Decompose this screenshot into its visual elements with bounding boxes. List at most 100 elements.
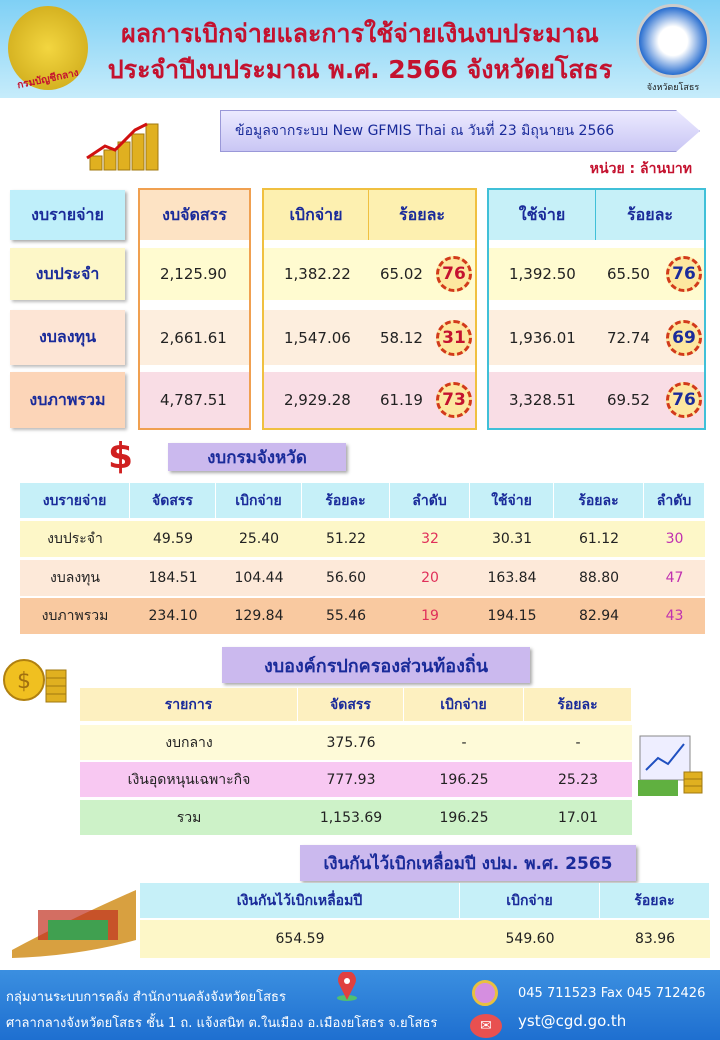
local-cell: 25.23 (557, 771, 599, 788)
provincial-cell: 88.80 (578, 570, 620, 586)
local-cell: รวม (176, 809, 202, 826)
svg-text:$: $ (17, 669, 31, 694)
provincial-header-cell: ลำดับ (644, 483, 705, 518)
rocket-float-icon (8, 880, 140, 960)
provincial-cell: งบประจำ (47, 531, 103, 547)
provincial-header-cell: ใช้จ่าย (470, 483, 554, 518)
unit-label: หน่วย : ล้านบาท (589, 161, 692, 177)
provincial-cell: 129.84 (234, 608, 284, 624)
email-icon: ✉ (470, 1014, 502, 1038)
provincial-cell: 51.22 (325, 531, 367, 547)
provincial-cell: 30 (665, 531, 684, 547)
local-header-cell: รายการ (80, 688, 298, 721)
local-cell: 17.01 (557, 809, 599, 826)
spend-value: 1,936.01 (489, 310, 595, 365)
provincial-cell: 43 (665, 608, 684, 624)
alloc-group (138, 188, 251, 430)
dollar-icon: $ (108, 436, 134, 477)
disb-value: 1,547.06 (264, 310, 368, 365)
provincial-cell: 61.12 (578, 531, 620, 547)
provincial-header-cell: จัดสรร (130, 483, 216, 518)
province-seal (636, 4, 710, 78)
spend-group (487, 188, 706, 430)
footer-address: ศาลากลางจังหวัดยโสธร ชั้น 1 ถ. แจ้งสนิท … (6, 1016, 438, 1031)
local-cell: - (461, 734, 467, 751)
footer-phone: 045 711523 Fax 045 712426 (518, 986, 706, 1001)
local-cell: 777.93 (326, 771, 376, 788)
provincial-header-cell: ลำดับ (390, 483, 470, 518)
disb-value: 2,929.28 (264, 372, 368, 428)
local-header-cell: จัดสรร (298, 688, 404, 721)
coins-icon: $ (2, 648, 68, 706)
growth-coins-icon (85, 118, 165, 172)
provincial-cell: 184.51 (148, 570, 198, 586)
row-label: งบลงทุน (10, 310, 125, 365)
local-cell: 375.76 (326, 734, 376, 751)
footer-email[interactable]: yst@cgd.go.th (518, 1012, 627, 1030)
provincial-header-cell: งบรายจ่าย (20, 483, 130, 518)
provincial-cell: 32 (421, 531, 439, 547)
phone-icon (472, 980, 498, 1006)
title-line-2: ประจำปีงบประมาณ พ.ศ. 2566 จังหวัดยโสธร (107, 55, 613, 84)
local-header-cell: เบิกจ่าย (404, 688, 524, 721)
spend-rank-badge: 76 (666, 382, 702, 418)
spend-rank-badge: 76 (666, 256, 702, 292)
spend-rank-badge: 69 (666, 319, 702, 356)
local-cell: เงินอุดหนุนเฉพาะกิจ (127, 771, 251, 788)
alloc-value: 2,125.90 (140, 248, 249, 300)
provincial-cell: งบลงทุน (50, 570, 100, 586)
local-header-row: รายการ จัดสรร เบิกจ่าย ร้อยละ (80, 688, 632, 721)
carryover-cell: 549.60 (505, 931, 555, 947)
carryover-title: เงินกันไว้เบิกเหลื่อมปี งปม. พ.ศ. 2565 (300, 845, 636, 881)
carryover-cell: 83.96 (634, 931, 676, 947)
header-disb-pct: ร้อยละ (368, 190, 475, 240)
provincial-cell: 82.94 (578, 608, 620, 624)
provincial-cell: 49.59 (152, 531, 194, 547)
data-source-banner: ข้อมูลจากระบบ New GFMIS Thai ณ วันที่ 23… (220, 110, 700, 152)
provincial-header-cell: เบิกจ่าย (216, 483, 302, 518)
disb-rank-badge: 76 (436, 256, 472, 292)
provincial-cell: 104.44 (234, 570, 284, 586)
carryover-header-cell: ร้อยละ (600, 883, 710, 918)
location-pin-icon (336, 970, 358, 1002)
carryover-header-row: เงินกันไว้เบิกเหลื่อมปี เบิกจ่าย ร้อยละ (140, 883, 710, 918)
provincial-cell: 25.40 (238, 531, 280, 547)
row-label: งบภาพรวม (10, 372, 125, 428)
chart-money-icon (636, 732, 706, 800)
provincial-cell: 55.46 (325, 608, 367, 624)
disb-rank-badge: 73 (436, 382, 472, 418)
provincial-cell: งบภาพรวม (41, 608, 109, 624)
header-budget-type: งบรายจ่าย (10, 190, 125, 240)
footer-office: กลุ่มงานระบบการคลัง สำนักงานคลังจังหวัดย… (6, 990, 286, 1005)
disb-value: 1,382.22 (264, 248, 368, 300)
carryover-cell: 654.59 (275, 931, 325, 947)
provincial-cell: 194.15 (487, 608, 537, 624)
alloc-value: 2,661.61 (140, 310, 249, 365)
provincial-cell: 56.60 (325, 570, 367, 586)
provincial-row: งบประจำ 49.59 25.40 51.22 32 30.31 61.12 30 (20, 521, 705, 557)
header-spend-pct: ร้อยละ (595, 190, 704, 240)
provincial-title: งบกรมจังหวัด (168, 443, 346, 471)
provincial-cell: 19 (421, 608, 439, 624)
local-cell: - (575, 734, 581, 751)
carryover-header-cell: เบิกจ่าย (460, 883, 600, 918)
provincial-cell: 163.84 (487, 570, 537, 586)
provincial-cell: 47 (665, 570, 684, 586)
local-cell: 1,153.69 (319, 809, 383, 826)
disb-group (262, 188, 477, 430)
provincial-row: งบลงทุน 184.51 104.44 56.60 20 163.84 88.80 47 (20, 560, 705, 596)
local-row: เงินอุดหนุนเฉพาะกิจ 777.93 196.25 25.23 (80, 762, 632, 797)
provincial-cell: 20 (421, 570, 439, 586)
local-cell: งบกลาง (165, 734, 213, 751)
provincial-cell: 30.31 (491, 531, 533, 547)
header-spend: ใช้จ่าย (489, 190, 595, 240)
local-row: รวม 1,153.69 196.25 17.01 (80, 800, 632, 835)
province-seal-caption: จังหวัดยโสธร (646, 83, 700, 93)
local-cell: 196.25 (439, 771, 489, 788)
disb-rank-badge: 31 (436, 319, 472, 356)
local-cell: 196.25 (439, 809, 489, 826)
alloc-value: 4,787.51 (140, 372, 249, 428)
carryover-row: 654.59 549.60 83.96 (140, 920, 710, 958)
title-line-1: ผลการเบิกจ่ายและการใช้จ่ายเงินงบประมาณ (121, 19, 599, 48)
header-alloc: งบจัดสรร (140, 190, 249, 240)
